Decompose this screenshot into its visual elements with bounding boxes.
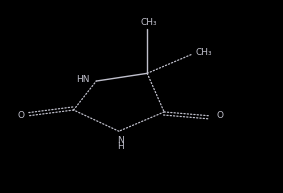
- Text: O: O: [216, 111, 224, 120]
- Text: H: H: [117, 142, 124, 151]
- Text: HN: HN: [76, 75, 89, 84]
- Text: O: O: [17, 111, 24, 120]
- Text: CH₃: CH₃: [140, 18, 157, 27]
- Text: CH₃: CH₃: [195, 48, 212, 57]
- Text: N: N: [117, 136, 124, 145]
